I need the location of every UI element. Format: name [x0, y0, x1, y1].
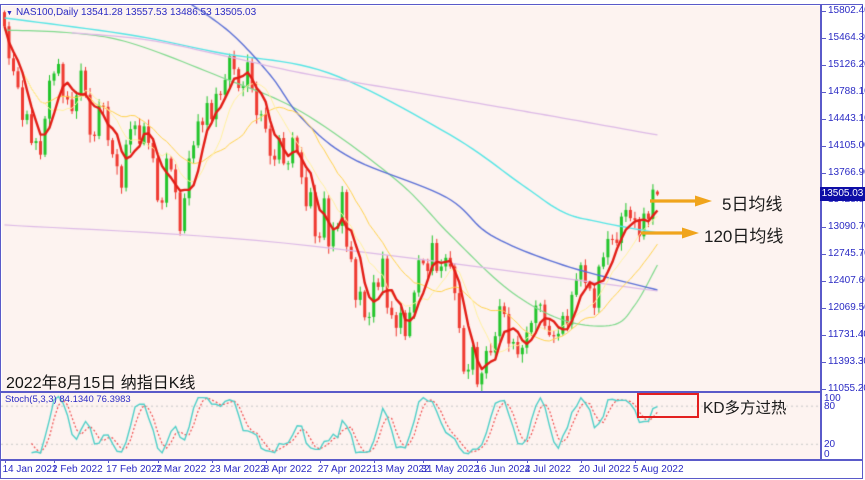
- price-axis-tick: [821, 145, 826, 147]
- date-axis-tick: [580, 460, 582, 463]
- date-axis-tick: [265, 460, 267, 463]
- date-axis-label: 27 Apr 2022: [317, 464, 372, 475]
- price-axis-label: 15126.20: [828, 59, 865, 70]
- date-axis-label: 31 May 2022: [421, 464, 480, 475]
- ma5-arrow-icon: [650, 195, 712, 207]
- date-axis-tick: [54, 460, 56, 463]
- ma120-arrow-icon: [641, 227, 699, 239]
- stoch-scale-label: 0: [824, 449, 830, 460]
- price-axis-label: 14105.00: [828, 140, 865, 151]
- price-axis-tick: [821, 37, 826, 39]
- date-axis-tick: [373, 460, 375, 463]
- price-axis-label: 15464.30: [828, 32, 865, 43]
- date-axis-tick: [157, 460, 159, 463]
- date-axis-tick: [319, 460, 321, 463]
- stoch-scale-label: 80: [824, 400, 836, 412]
- price-axis-tick: [821, 280, 826, 282]
- date-axis-label: 8 Apr 2022: [263, 464, 313, 475]
- kd-annotation-label: KD多方过热: [703, 400, 787, 417]
- date-axis-label: 20 Jul 2022: [578, 464, 631, 475]
- price-axis-tick: [821, 307, 826, 309]
- price-axis-label: 13090.70: [828, 221, 865, 232]
- date-axis-tick: [477, 460, 479, 463]
- date-axis-tick: [526, 460, 528, 463]
- date-axis-label: 23 Mar 2022: [209, 464, 266, 475]
- date-axis-separator: [1, 459, 863, 461]
- price-axis-tick: [821, 388, 826, 390]
- stoch-separator: [1, 391, 820, 393]
- date-axis-label: 14 Jan 2022: [2, 464, 58, 475]
- price-axis-label: 11731.40: [828, 329, 865, 340]
- date-axis-label: 16 Jun 2022: [475, 464, 531, 475]
- symbol-timeframe-label: NAS100,Daily: [15, 7, 79, 18]
- price-axis-tick: [821, 64, 826, 66]
- chevron-down-icon[interactable]: ▼: [6, 10, 13, 17]
- window-frame: [0, 4, 863, 479]
- stoch-scale-label: 100: [824, 393, 841, 404]
- date-axis-label: 1 Feb 2022: [52, 464, 103, 475]
- price-axis-tick: [821, 226, 826, 228]
- price-axis-tick: [821, 172, 826, 174]
- date-axis-tick: [423, 460, 425, 463]
- price-axis-tick: [821, 334, 826, 336]
- date-axis-tick: [634, 460, 636, 463]
- price-axis-label: 14443.10: [828, 113, 865, 124]
- date-axis-label: 13 May 2022: [371, 464, 430, 475]
- stoch-scale-label: 20: [824, 438, 836, 450]
- price-axis-tick: [821, 361, 826, 363]
- date-axis-tick: [108, 460, 110, 463]
- current-price-tag: 13505.03: [820, 187, 865, 201]
- price-axis-tick: [821, 10, 826, 12]
- date-axis-label: 17 Feb 2022: [106, 464, 163, 475]
- ma120-annotation-label: 120日均线: [704, 227, 784, 246]
- ma5-annotation-label: 5日均线: [722, 195, 783, 214]
- price-axis-label: 13766.90: [828, 167, 865, 178]
- stoch-canvas[interactable]: [1, 392, 820, 459]
- date-axis-tick: [4, 460, 6, 463]
- date-axis-tick: [211, 460, 213, 463]
- price-axis-label: 15802.40: [828, 5, 865, 16]
- price-axis-tick: [821, 118, 826, 120]
- chart-caption: 2022年8月15日 纳指日K线: [6, 375, 196, 392]
- price-axis-tick: [821, 91, 826, 93]
- date-axis-label: 5 Aug 2022: [632, 464, 684, 475]
- kd-highlight-box: [637, 393, 699, 418]
- date-axis-label: 7 Mar 2022: [155, 464, 207, 475]
- price-axis-separator: [820, 4, 822, 460]
- price-axis-label: 12407.60: [828, 275, 865, 286]
- stoch-indicator-label: Stoch(5,3,3) 84.1340 76.3983: [5, 394, 131, 405]
- price-axis-label: 11055.20: [828, 383, 865, 394]
- quote-bar[interactable]: ▼ NAS100,Daily 13541.28 13557.53 13486.53…: [6, 7, 256, 18]
- price-axis-tick: [821, 253, 826, 255]
- price-axis-label: 12745.70: [828, 248, 865, 259]
- price-axis-label: 11393.30: [828, 356, 865, 367]
- price-axis-label: 12069.50: [828, 302, 865, 313]
- main-chart-canvas[interactable]: [1, 5, 820, 391]
- date-axis-label: 4 Jul 2022: [524, 464, 571, 475]
- price-axis-label: 14788.10: [828, 86, 865, 97]
- quote-ohlc-values: 13541.28 13557.53 13486.53 13505.03: [80, 7, 257, 18]
